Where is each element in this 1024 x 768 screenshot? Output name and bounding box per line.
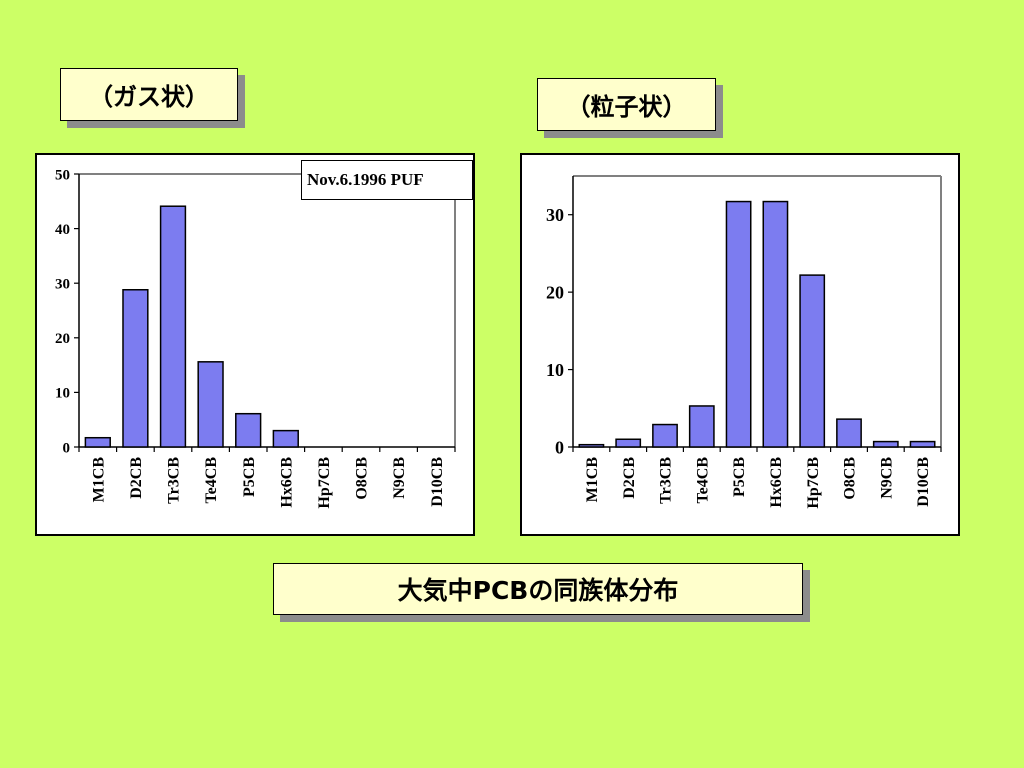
particle-phase-label: （粒子状） <box>537 78 716 131</box>
particle-phase-chart: 0 10 20 30 M1CB D2CB Tr3CB Te4CB P5CB Hx6CB Hp7CB O… <box>520 153 960 536</box>
particle-bar <box>688 405 715 448</box>
date-annotation: Nov.6.1996 PUF <box>301 160 473 200</box>
particle-bar <box>909 440 936 448</box>
particle-bar <box>578 443 605 448</box>
gas-ytick-label: 50 <box>55 167 70 183</box>
gas-category-label: D2CB <box>128 457 145 499</box>
gas-category-label: Hx6CB <box>278 457 295 508</box>
gas-ytick-label: 40 <box>55 222 70 238</box>
gas-bar <box>197 361 224 448</box>
particle-ytick-label: 0 <box>555 437 564 457</box>
particle-bar <box>836 418 862 448</box>
gas-chart-svg: 0 10 20 30 40 50 M1CB D2CB Tr3CB Te4CB P5CB Hx6CB Hp… <box>55 167 456 509</box>
gas-phase-chart: 0 10 20 30 40 50 M1CB D2CB Tr3CB Te4CB P5CB Hx6CB Hp… <box>35 153 475 536</box>
gas-ytick-label: 10 <box>55 386 70 402</box>
gas-bar <box>122 289 149 448</box>
gas-bar <box>159 205 187 448</box>
particle-bar <box>762 200 789 448</box>
particle-chart-svg: 0 10 20 30 M1CB D2CB Tr3CB Te4CB P5CB Hx6CB Hp7CB O… <box>546 175 942 509</box>
particle-category-label: P5CB <box>731 457 748 497</box>
particle-category-label: N9CB <box>878 457 895 499</box>
gas-category-label: Tr3CB <box>166 457 183 504</box>
gas-ytick-label: 20 <box>55 331 70 347</box>
gas-bar <box>272 429 299 448</box>
particle-category-label: D10CB <box>915 457 932 507</box>
particle-category-label: Te4CB <box>694 457 711 504</box>
particle-category-label: Hx6CB <box>768 457 785 508</box>
particle-category-label: Hp7CB <box>805 457 822 509</box>
figure-caption: 大気中PCBの同族体分布 <box>273 563 803 615</box>
gas-category-label: M1CB <box>90 457 107 503</box>
gas-category-label: D10CB <box>429 457 446 507</box>
gas-category-label: Hp7CB <box>316 457 333 509</box>
particle-bar <box>799 274 826 448</box>
particle-ytick-label: 20 <box>546 282 564 302</box>
gas-bar <box>235 412 262 448</box>
particle-bar <box>725 200 752 448</box>
gas-category-label: N9CB <box>391 457 408 499</box>
gas-ytick-label: 30 <box>55 276 70 292</box>
gas-phase-label: （ガス状） <box>60 68 238 121</box>
gas-bar <box>84 436 111 448</box>
particle-bar <box>872 440 899 448</box>
particle-category-label: D2CB <box>621 457 638 499</box>
particle-bar <box>652 423 678 448</box>
particle-category-label: Tr3CB <box>658 457 675 504</box>
particle-category-label: O8CB <box>842 457 859 500</box>
particle-ytick-label: 30 <box>546 205 564 225</box>
particle-ytick-label: 10 <box>546 360 564 380</box>
gas-category-label: Te4CB <box>203 457 220 504</box>
gas-category-label: O8CB <box>354 457 371 500</box>
gas-ytick-label: 0 <box>63 440 71 456</box>
particle-bar <box>615 438 642 448</box>
particle-category-label: M1CB <box>584 457 601 503</box>
gas-category-label: P5CB <box>241 457 258 497</box>
